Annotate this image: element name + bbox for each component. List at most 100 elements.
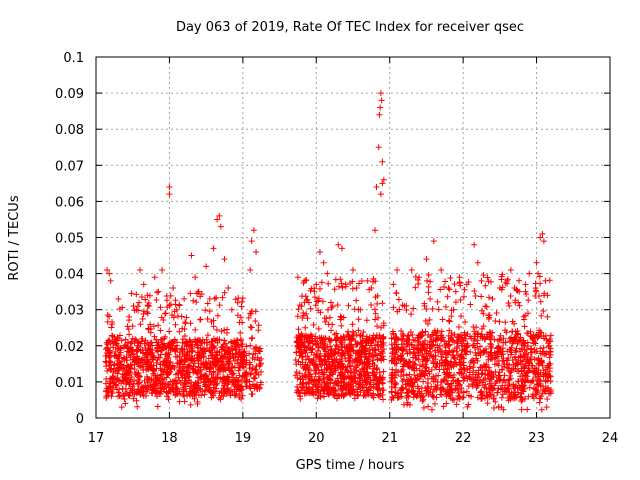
data-point xyxy=(157,380,164,387)
data-point xyxy=(203,263,210,270)
data-point xyxy=(232,296,239,303)
data-point xyxy=(399,385,406,392)
data-point xyxy=(197,316,204,323)
data-point xyxy=(391,369,398,376)
axis-ticks xyxy=(95,56,611,419)
data-point xyxy=(371,347,378,354)
data-point xyxy=(423,388,430,395)
data-point xyxy=(468,335,475,342)
data-point xyxy=(473,377,480,384)
data-point xyxy=(440,403,447,410)
data-point xyxy=(444,362,451,369)
data-point xyxy=(517,357,524,364)
data-point xyxy=(495,403,502,410)
data-point xyxy=(106,313,113,320)
data-point xyxy=(214,312,221,319)
data-point xyxy=(440,283,447,290)
data-point xyxy=(148,339,155,346)
data-point xyxy=(127,340,134,347)
data-point xyxy=(335,346,342,353)
data-point xyxy=(327,346,334,353)
data-point xyxy=(533,287,540,294)
data-point xyxy=(422,385,429,392)
data-point xyxy=(459,394,466,401)
data-point xyxy=(511,320,518,327)
data-point xyxy=(392,381,399,388)
data-point xyxy=(134,353,141,360)
data-point xyxy=(208,371,215,378)
data-point xyxy=(207,361,214,368)
data-point xyxy=(246,359,253,366)
data-point xyxy=(333,330,340,337)
data-point xyxy=(452,299,459,306)
data-point xyxy=(186,342,193,349)
data-point xyxy=(307,305,314,312)
data-point xyxy=(419,358,426,365)
data-point xyxy=(373,385,380,392)
data-point xyxy=(247,310,254,317)
data-point xyxy=(349,376,356,383)
data-point xyxy=(325,349,332,356)
data-point xyxy=(494,389,501,396)
data-point xyxy=(235,342,242,349)
data-point xyxy=(406,336,413,343)
data-point xyxy=(380,176,387,183)
data-point xyxy=(213,294,220,301)
data-point xyxy=(511,354,518,361)
data-point xyxy=(534,371,541,378)
data-point xyxy=(414,392,421,399)
data-point xyxy=(489,352,496,359)
data-point xyxy=(295,343,302,350)
data-point xyxy=(175,374,182,381)
data-point xyxy=(499,391,506,398)
data-point xyxy=(456,382,463,389)
data-point xyxy=(111,339,118,346)
data-point xyxy=(248,324,255,331)
data-point xyxy=(446,341,453,348)
data-point xyxy=(478,370,485,377)
data-point xyxy=(413,345,420,352)
data-point xyxy=(540,367,547,374)
data-point xyxy=(210,392,217,399)
data-point xyxy=(107,358,114,365)
data-point xyxy=(133,291,140,298)
data-point xyxy=(321,357,328,364)
data-point xyxy=(338,382,345,389)
data-point xyxy=(327,377,334,384)
data-point xyxy=(422,361,429,368)
data-point xyxy=(248,335,255,342)
data-point xyxy=(455,392,462,399)
data-point xyxy=(194,387,201,394)
data-point xyxy=(193,298,200,305)
data-point xyxy=(315,325,322,332)
data-point xyxy=(394,308,401,315)
data-point xyxy=(399,336,406,343)
data-point xyxy=(500,376,507,383)
data-point xyxy=(423,350,430,357)
data-point xyxy=(295,335,302,342)
data-point xyxy=(338,341,345,348)
data-point xyxy=(214,348,221,355)
data-point xyxy=(181,340,188,347)
data-point xyxy=(500,357,507,364)
data-point xyxy=(404,399,411,406)
data-point xyxy=(335,241,342,248)
data-point xyxy=(530,368,537,375)
data-point xyxy=(327,389,334,396)
data-point xyxy=(322,318,329,325)
data-point xyxy=(514,287,521,294)
data-point xyxy=(302,333,309,340)
data-point xyxy=(293,389,300,396)
data-point xyxy=(154,403,161,410)
data-point xyxy=(353,285,360,292)
data-point xyxy=(182,375,189,382)
y-tick-label: 0.04 xyxy=(55,268,84,283)
data-point xyxy=(110,375,117,382)
data-point xyxy=(448,307,455,314)
data-point xyxy=(499,350,506,357)
data-point xyxy=(485,364,492,371)
data-point xyxy=(158,336,165,343)
data-point xyxy=(469,342,476,349)
data-point xyxy=(203,382,210,389)
